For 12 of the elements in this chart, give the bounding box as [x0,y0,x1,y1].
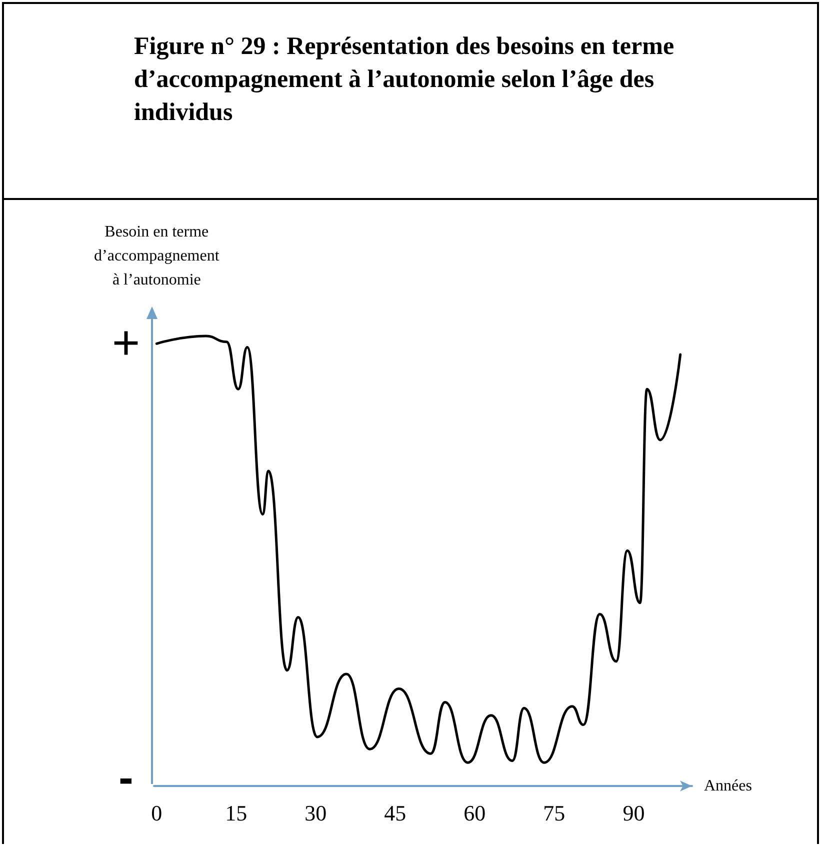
x-axis-title: Années [704,778,752,794]
x-tick-label: 60 [464,800,486,826]
x-tick-label: 45 [384,800,406,826]
x-tick-label: 75 [543,800,566,826]
x-tick-label: 15 [225,800,248,826]
text: - [118,754,134,802]
y-axis-title: Besoin en terme d’accompagnement à l’autonomie [94,224,220,288]
chart-title: Figure n° 29 : Représentation des besoins en terme d’accompagnement à l’autonomie selon l’âge des individus [2,2,819,200]
x-tick-label: 0 [151,800,162,826]
x-tick-label: 90 [622,800,645,826]
text: + [112,317,140,370]
x-tick-label: 30 [304,800,327,826]
